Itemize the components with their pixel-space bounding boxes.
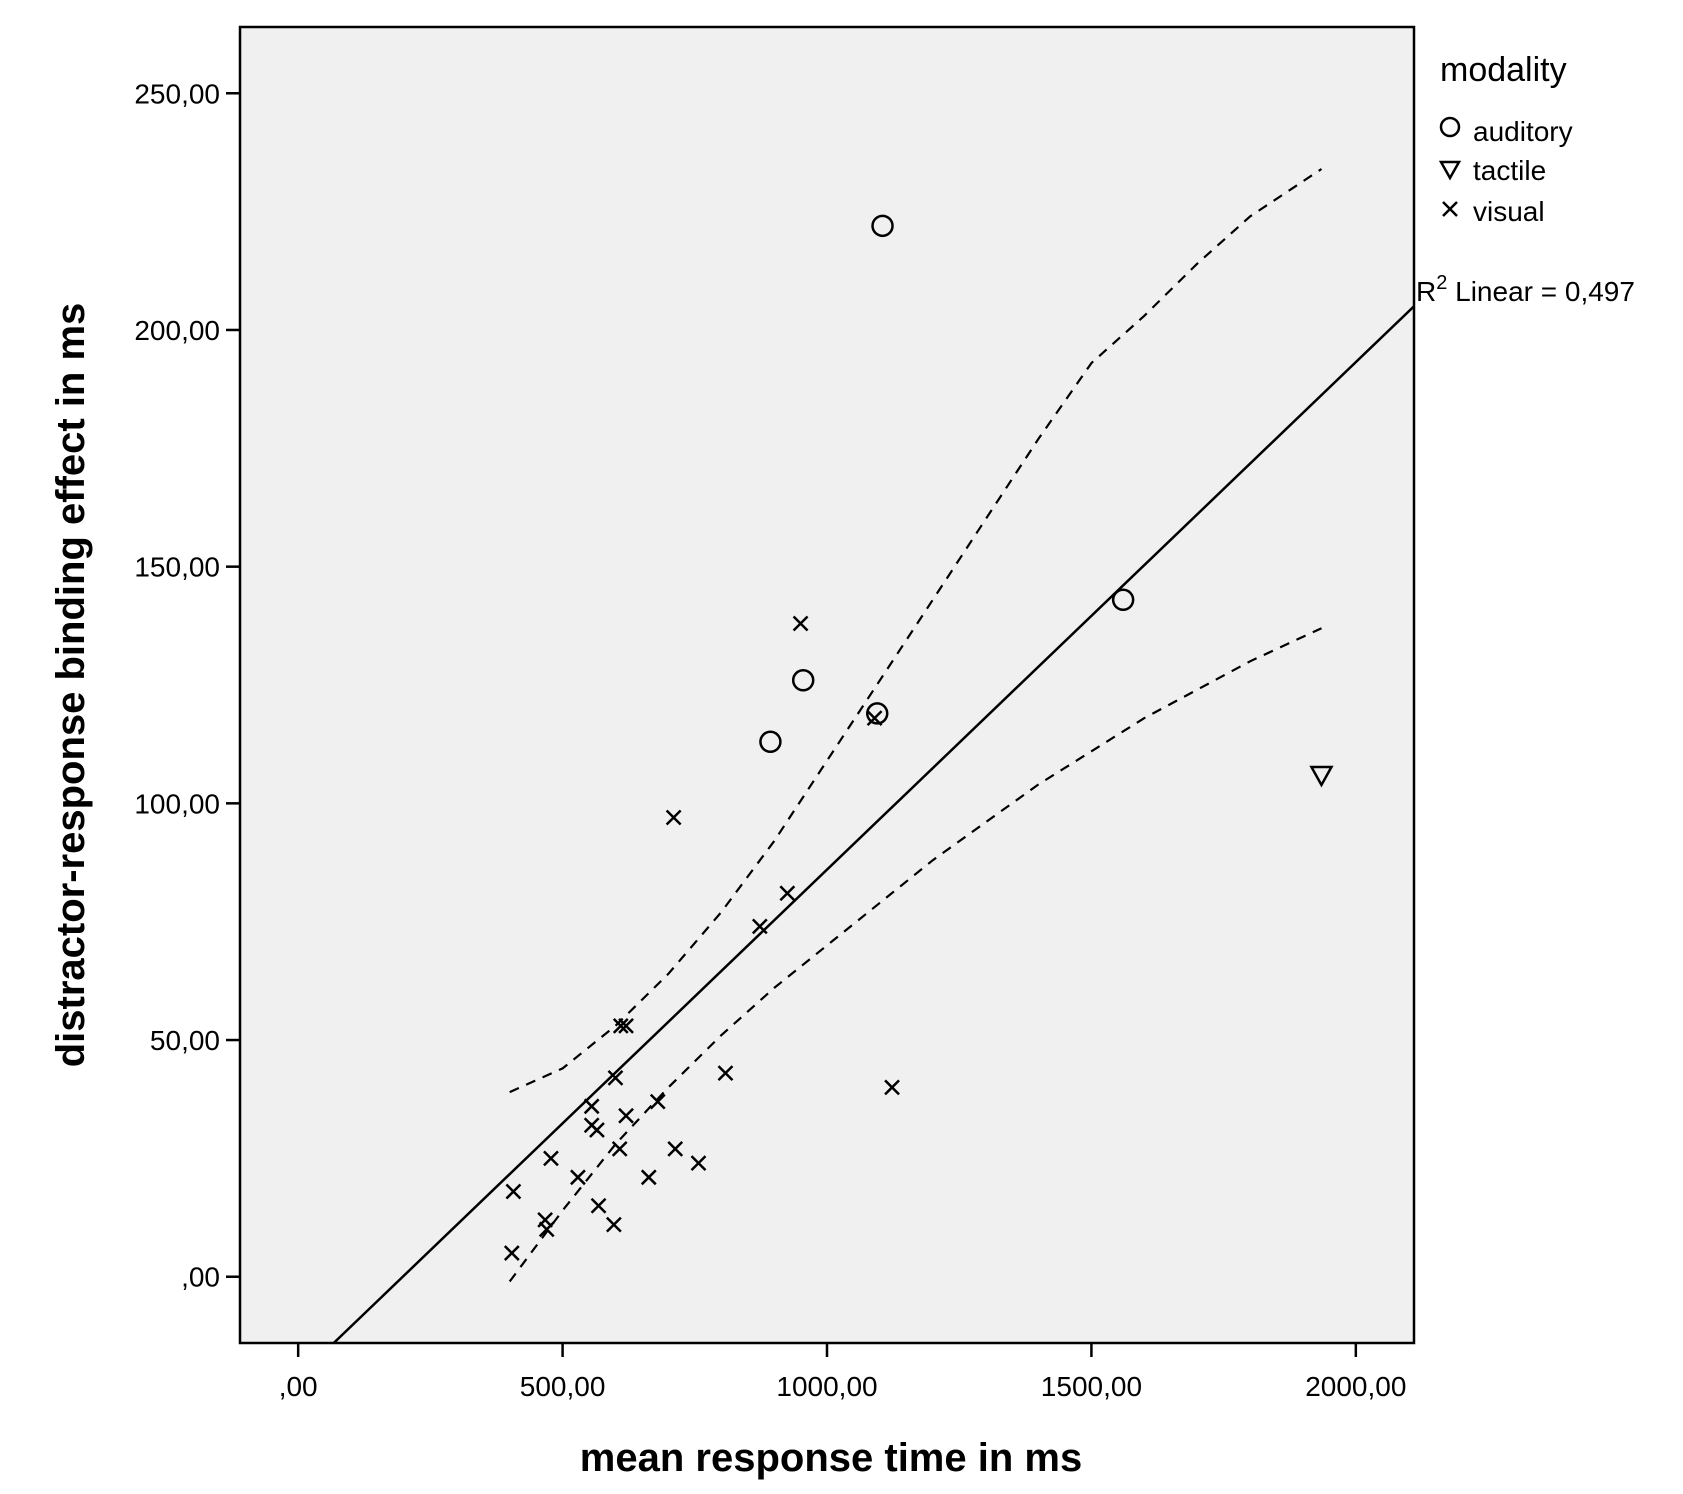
- x-tick-label: 1000,00: [776, 1371, 877, 1402]
- legend-label-visual: visual: [1473, 196, 1545, 227]
- plot-area: [238, 25, 1416, 1345]
- axes-layer: ,00 500,00 1000,00 1500,00 2000,00 ,00 50,00 10…: [134, 78, 1406, 1402]
- y-tick-label: 100,00: [134, 788, 220, 819]
- x-tick-label: 2000,00: [1305, 1371, 1406, 1402]
- point-visual: [583, 1098, 600, 1115]
- points-layer: [503, 214, 1334, 1261]
- point-auditory: [759, 730, 782, 754]
- point-visual: [779, 885, 796, 902]
- point-visual: [640, 1169, 657, 1186]
- point-visual: [717, 1065, 734, 1082]
- fit-label-base: R: [1416, 276, 1436, 307]
- point-visual: [590, 1197, 607, 1214]
- legend-item-tactile: tactile: [1438, 155, 1546, 186]
- legend-item-visual: visual: [1442, 196, 1545, 227]
- point-auditory: [1111, 588, 1135, 612]
- point-auditory: [871, 214, 894, 238]
- y-axis-title: distractor-response binding effect in ms: [49, 303, 93, 1068]
- legend-triangle-icon: [1438, 160, 1462, 181]
- point-visual: [665, 809, 682, 826]
- fit-label-superscript: 2: [1436, 272, 1447, 294]
- legend-item-auditory: auditory: [1439, 116, 1573, 147]
- fit-label: R2 Linear = 0,497: [1416, 272, 1635, 307]
- x-tick-label: 1500,00: [1041, 1371, 1142, 1402]
- y-tick-label: 50,00: [150, 1025, 220, 1056]
- point-visual: [792, 615, 809, 632]
- point-tactile: [1309, 765, 1334, 788]
- point-visual: [884, 1079, 900, 1096]
- point-visual: [607, 1070, 624, 1086]
- x-tick-label: ,00: [279, 1371, 318, 1402]
- point-visual: [612, 1017, 629, 1034]
- legend-label-auditory: auditory: [1473, 116, 1573, 147]
- point-visual: [618, 1017, 634, 1034]
- point-visual: [866, 710, 883, 727]
- ci-lower-line: [508, 627, 1322, 1283]
- point-visual: [667, 1141, 684, 1157]
- y-tick-label: ,00: [181, 1262, 220, 1293]
- point-auditory: [865, 702, 889, 725]
- y-tick-label: 150,00: [134, 552, 220, 583]
- fit-line: [331, 305, 1414, 1343]
- legend-circle-icon: [1439, 116, 1461, 138]
- legend-title: modality: [1440, 51, 1567, 89]
- point-visual: [538, 1221, 555, 1238]
- point-visual: [618, 1107, 634, 1124]
- legend-x-icon: [1442, 201, 1458, 217]
- point-visual: [605, 1216, 622, 1233]
- point-visual: [751, 918, 768, 935]
- point-visual: [570, 1169, 586, 1186]
- point-visual: [611, 1141, 628, 1157]
- legend-label-tactile: tactile: [1473, 155, 1546, 186]
- point-visual: [690, 1155, 707, 1172]
- point-visual: [505, 1183, 522, 1200]
- legend: modality auditory tactile visual: [1438, 51, 1573, 227]
- y-tick-label: 200,00: [134, 315, 220, 346]
- y-tick-label: 250,00: [134, 78, 220, 109]
- x-tick-label: 500,00: [520, 1371, 606, 1402]
- point-visual: [589, 1122, 605, 1138]
- x-axis-title: mean response time in ms: [580, 1436, 1082, 1480]
- fit-layer: [331, 168, 1414, 1343]
- ci-upper-line: [509, 168, 1323, 1094]
- fit-label-text: Linear = 0,497: [1447, 276, 1635, 307]
- point-visual: [649, 1093, 666, 1110]
- point-visual: [543, 1150, 559, 1167]
- plot-background: [238, 25, 1416, 1345]
- point-auditory: [791, 669, 815, 692]
- point-visual: [503, 1245, 520, 1261]
